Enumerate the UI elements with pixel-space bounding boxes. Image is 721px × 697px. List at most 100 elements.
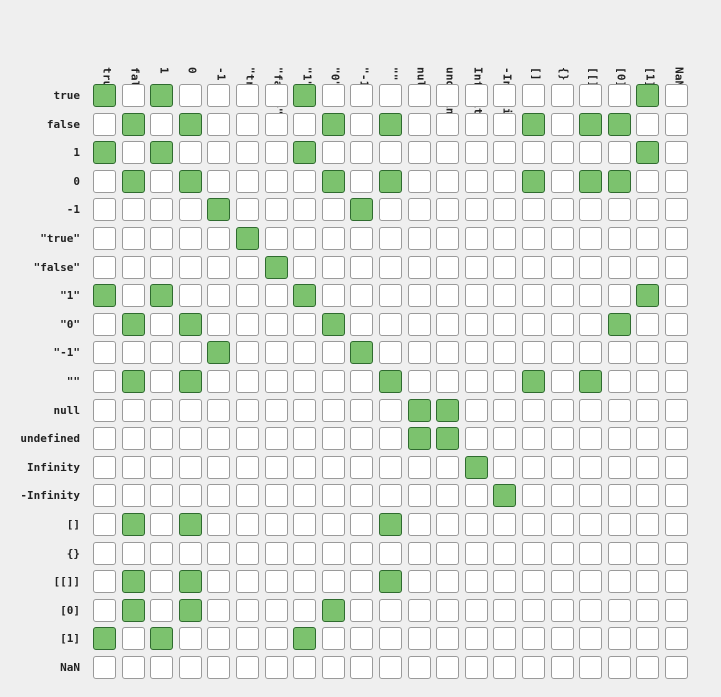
cell-not-equal	[407, 455, 431, 479]
column-label-text: 1	[157, 67, 171, 74]
cell-not-equal	[665, 570, 688, 594]
cell-not-equal	[407, 312, 431, 336]
cell-equal	[579, 169, 603, 193]
cell-not-equal	[150, 427, 174, 451]
cell-not-equal	[207, 169, 231, 193]
cell-not-equal	[264, 169, 288, 193]
cell-not-equal	[550, 169, 574, 193]
cell-not-equal	[350, 312, 374, 336]
cell-not-equal	[121, 227, 145, 250]
cell-not-equal	[665, 341, 688, 365]
cell-not-equal	[293, 227, 317, 250]
cell-equal	[407, 427, 431, 451]
cell-not-equal	[236, 398, 259, 422]
cell-not-equal	[207, 284, 231, 308]
cell-not-equal	[436, 484, 460, 508]
cell-not-equal	[665, 427, 688, 451]
cell-equal	[121, 112, 145, 136]
row-label-nan-20: NaN	[60, 661, 80, 674]
cell-not-equal	[236, 427, 259, 451]
cell-not-equal	[350, 656, 374, 679]
cell-not-equal	[93, 312, 116, 336]
cell-not-equal	[350, 598, 374, 622]
cell-not-equal	[321, 427, 345, 451]
cell-not-equal	[407, 370, 431, 393]
cell-not-equal	[550, 427, 574, 451]
cell-not-equal	[321, 484, 345, 508]
cell-equal	[178, 312, 202, 336]
cell-equal	[379, 370, 402, 393]
cell-not-equal	[93, 227, 116, 250]
cell-not-equal	[550, 227, 574, 250]
cell-not-equal	[579, 255, 603, 279]
cell-not-equal	[150, 570, 174, 594]
cell-not-equal	[178, 198, 202, 222]
cell-equal	[436, 398, 460, 422]
cell-not-equal	[522, 227, 545, 250]
column-label-sym-17: [[]]	[579, 0, 606, 94]
cell-not-equal	[350, 627, 374, 651]
cell-not-equal	[550, 513, 574, 536]
cell-equal	[121, 598, 145, 622]
cell-equal	[379, 513, 402, 536]
cell-not-equal	[178, 541, 202, 565]
cell-not-equal	[464, 312, 488, 336]
cell-not-equal	[464, 541, 488, 565]
cell-not-equal	[207, 656, 231, 679]
cell-equal	[150, 627, 174, 651]
cell-equal	[636, 84, 660, 107]
row-label-1-7: "1"	[60, 289, 80, 303]
cell-equal	[350, 198, 374, 222]
cell-not-equal	[379, 398, 402, 422]
cell-not-equal	[464, 112, 488, 136]
row-label-sym-16: {}	[66, 546, 80, 560]
column-label-sym-16: {}	[551, 0, 578, 81]
cell-not-equal	[350, 484, 374, 508]
cell-equal	[407, 398, 431, 422]
cell-not-equal	[636, 198, 660, 222]
cell-not-equal	[579, 455, 603, 479]
cell-not-equal	[579, 513, 603, 536]
cell-not-equal	[607, 198, 631, 222]
cell-not-equal	[293, 341, 317, 365]
cell-not-equal	[264, 312, 288, 336]
cell-not-equal	[150, 198, 174, 222]
column-label-null-11: null	[408, 0, 435, 94]
cell-not-equal	[636, 656, 660, 679]
cell-not-equal	[436, 570, 460, 594]
cell-not-equal	[121, 84, 145, 107]
cell-not-equal	[550, 656, 574, 679]
cell-not-equal	[636, 627, 660, 651]
cell-not-equal	[93, 656, 116, 679]
cell-not-equal	[93, 541, 116, 565]
cell-equal	[464, 455, 488, 479]
cell-equal	[178, 570, 202, 594]
cell-not-equal	[150, 370, 174, 393]
cell-not-equal	[636, 427, 660, 451]
cell-not-equal	[636, 570, 660, 594]
cell-not-equal	[178, 284, 202, 308]
row-label-0-3: 0	[73, 174, 80, 188]
cell-not-equal	[550, 455, 574, 479]
cell-not-equal	[293, 398, 317, 422]
cell-not-equal	[293, 570, 317, 594]
cell-not-equal	[321, 541, 345, 565]
cell-not-equal	[264, 541, 288, 565]
cell-not-equal	[407, 112, 431, 136]
cell-not-equal	[121, 455, 145, 479]
cell-not-equal	[550, 84, 574, 107]
cell-not-equal	[493, 513, 517, 536]
cell-not-equal	[436, 341, 460, 365]
cell-not-equal	[436, 284, 460, 308]
cell-not-equal	[236, 84, 259, 107]
cell-not-equal	[178, 656, 202, 679]
cell-not-equal	[436, 627, 460, 651]
cell-not-equal	[550, 370, 574, 393]
cell-not-equal	[665, 84, 688, 107]
column-label--1-9: "-1"	[350, 0, 377, 94]
cell-not-equal	[464, 198, 488, 222]
cell-not-equal	[493, 112, 517, 136]
cell-not-equal	[665, 198, 688, 222]
cell-not-equal	[407, 141, 431, 165]
cell-not-equal	[407, 284, 431, 308]
